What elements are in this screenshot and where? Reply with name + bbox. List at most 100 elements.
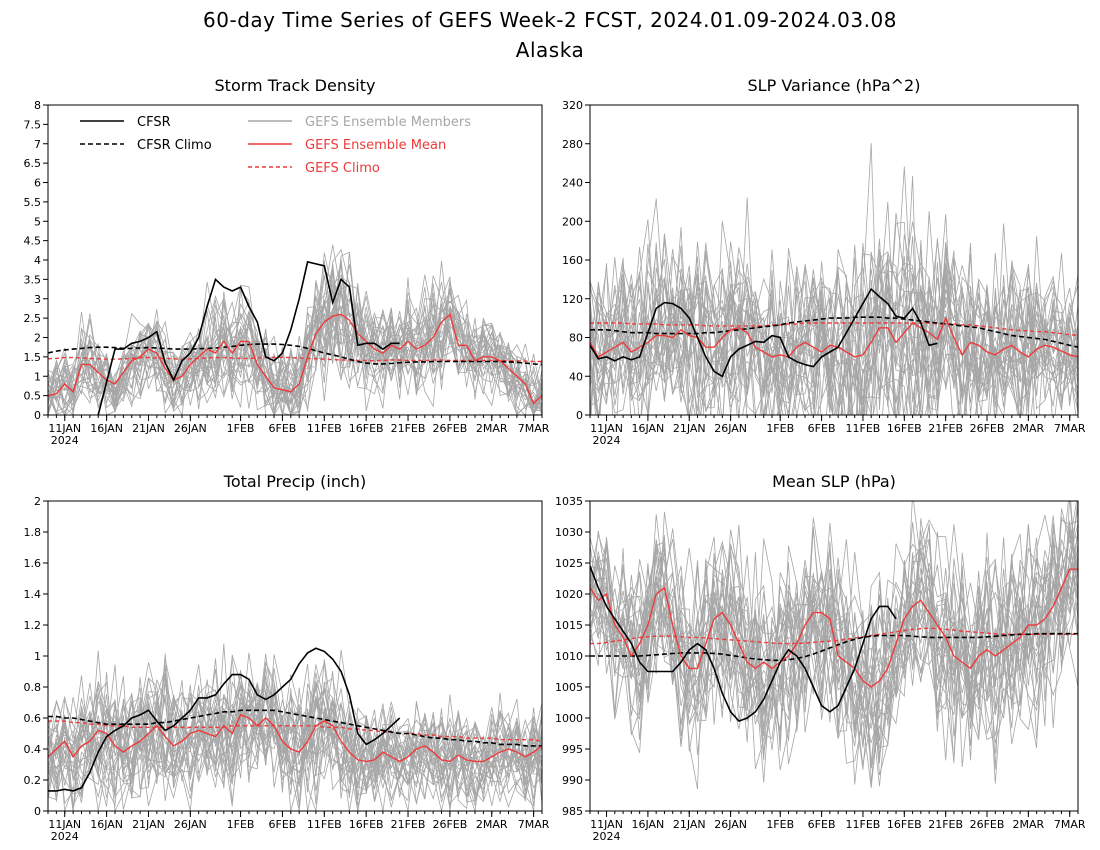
x-tick-label: 21FEB — [928, 818, 963, 831]
x-tick-label: 26FEB — [970, 422, 1005, 435]
x-year-label: 2024 — [51, 830, 79, 843]
ensemble-member-line — [48, 659, 542, 811]
panel-3: Total Precip (inch) 0 0.2 0.4 0.6 0.8 1 1.2 1.4 1… — [24, 472, 550, 843]
ensemble-members — [590, 143, 1078, 415]
cfsr-line — [590, 565, 897, 723]
x-tick-label: 16FEB — [887, 818, 922, 831]
y-tick-label: 0.6 — [24, 712, 42, 725]
legend-label-members: GEFS Ensemble Members — [305, 115, 471, 130]
x-tick-label: 21JAN — [673, 818, 706, 831]
x-tick-label: 26JAN — [174, 422, 207, 435]
ensemble-member-line — [590, 250, 1078, 415]
cfsr-climo-line — [48, 709, 542, 747]
x-tick-label: 26JAN — [714, 422, 747, 435]
y-tick-label: 7 — [34, 138, 41, 151]
y-tick-label: 7.5 — [24, 118, 42, 131]
ensemble-member-line — [590, 242, 1078, 415]
x-tick-label: 11JAN — [48, 422, 81, 435]
y-tick-label: 4.5 — [24, 235, 42, 248]
x-tick-label: 26FEB — [432, 422, 467, 435]
ensemble-member-line — [48, 688, 542, 811]
figure-title: 60-day Time Series of GEFS Week-2 FCST, … — [203, 8, 897, 32]
plot-area — [48, 244, 542, 415]
x-tick-label: 21JAN — [132, 422, 165, 435]
y-tick-label: 320 — [562, 99, 583, 112]
ensemble-member-line — [590, 256, 1078, 415]
y-tick-label: 1015 — [555, 619, 583, 632]
ensemble-member-line — [48, 649, 542, 798]
y-axis: 0 40 80 120 160 200 240 280 320 — [562, 99, 590, 422]
y-tick-label: 1035 — [555, 495, 583, 508]
y-tick-label: 0.8 — [24, 681, 42, 694]
x-tick-label: 26FEB — [970, 818, 1005, 831]
y-tick-label: 0 — [34, 409, 41, 422]
y-tick-label: 990 — [562, 774, 583, 787]
ensemble-mean-line — [590, 568, 1078, 688]
x-tick-label: 16JAN — [631, 422, 664, 435]
panel-1: Storm Track Density 0 0.5 1 1.5 2 2.5 3 3.5 4 4.5 5… — [24, 76, 550, 447]
cfsr-climo-line — [590, 316, 1078, 348]
y-tick-label: 3.5 — [24, 273, 42, 286]
gefs-climo-line — [48, 720, 542, 742]
gefs-climo-line — [590, 322, 1078, 337]
x-tick-label: 21JAN — [132, 818, 165, 831]
legend-label-cfsr: CFSR — [137, 115, 171, 130]
y-tick-label: 1.6 — [24, 557, 42, 570]
x-tick-label: 16FEB — [349, 818, 384, 831]
ensemble-member-line — [48, 664, 542, 811]
y-tick-label: 4 — [34, 254, 41, 267]
x-tick-label: 26JAN — [714, 818, 747, 831]
ensemble-member-line — [590, 504, 1078, 785]
y-tick-label: 5 — [34, 215, 41, 228]
ensemble-members — [48, 244, 542, 415]
y-axis: 0 0.5 1 1.5 2 2.5 3 3.5 4 4.5 5 5.5 6 6.5 7 7.5 8 — [24, 99, 48, 422]
plot-area — [590, 143, 1078, 415]
ensemble-member-line — [48, 289, 542, 415]
gefs-climo-line — [48, 356, 542, 363]
x-tick-label: 21FEB — [928, 422, 963, 435]
y-tick-label: 1030 — [555, 526, 583, 539]
y-tick-label: 1.4 — [24, 588, 42, 601]
ensemble-member-line — [590, 269, 1078, 415]
ensemble-member-line — [48, 653, 542, 806]
y-tick-label: 0.5 — [24, 390, 42, 403]
x-tick-label: 11FEB — [846, 818, 881, 831]
y-tick-label: 2 — [34, 332, 41, 345]
y-tick-label: 1 — [34, 650, 41, 663]
x-tick-label: 11FEB — [307, 818, 342, 831]
y-tick-label: 0 — [576, 409, 583, 422]
x-tick-label: 6FEB — [808, 422, 836, 435]
ensemble-member-line — [48, 265, 542, 413]
x-axis: 11JAN 16JAN 21JAN 26JAN 1FEB 6FEB 11FEB 16FEB 21… — [47, 415, 550, 447]
y-tick-label: 3 — [34, 293, 41, 306]
x-tick-label: 2MAR — [1013, 818, 1045, 831]
ensemble-member-line — [590, 528, 1078, 770]
y-tick-label: 2.5 — [24, 312, 42, 325]
y-tick-label: 5.5 — [24, 196, 42, 209]
y-tick-label: 0.2 — [24, 774, 42, 787]
legend-label-gefs-climo: GEFS Climo — [305, 161, 380, 176]
ensemble-member-line — [48, 282, 542, 415]
legend-label-cfsr-climo: CFSR Climo — [137, 138, 212, 153]
figure-subtitle: Alaska — [516, 38, 584, 62]
panel-title: Mean SLP (hPa) — [772, 472, 896, 491]
plot-area — [48, 643, 542, 811]
y-tick-label: 1005 — [555, 681, 583, 694]
x-tick-label: 26FEB — [432, 818, 467, 831]
ensemble-member-line — [590, 221, 1077, 415]
x-tick-label: 7MAR — [1054, 422, 1086, 435]
y-tick-label: 0.4 — [24, 743, 42, 756]
y-tick-label: 985 — [562, 805, 583, 818]
x-tick-label: 1FEB — [227, 818, 255, 831]
ensemble-member-line — [590, 236, 1078, 415]
y-tick-label: 280 — [562, 138, 583, 151]
ensemble-member-line — [48, 288, 542, 415]
y-tick-label: 2 — [34, 495, 41, 508]
ensemble-member-line — [590, 539, 1078, 790]
x-year-label: 2024 — [593, 830, 621, 843]
x-tick-label: 16JAN — [90, 818, 123, 831]
x-tick-label: 11JAN — [590, 818, 623, 831]
y-axis: 985 990 995 1000 1005 1010 1015 1020 1025 1030 103… — [555, 495, 590, 818]
